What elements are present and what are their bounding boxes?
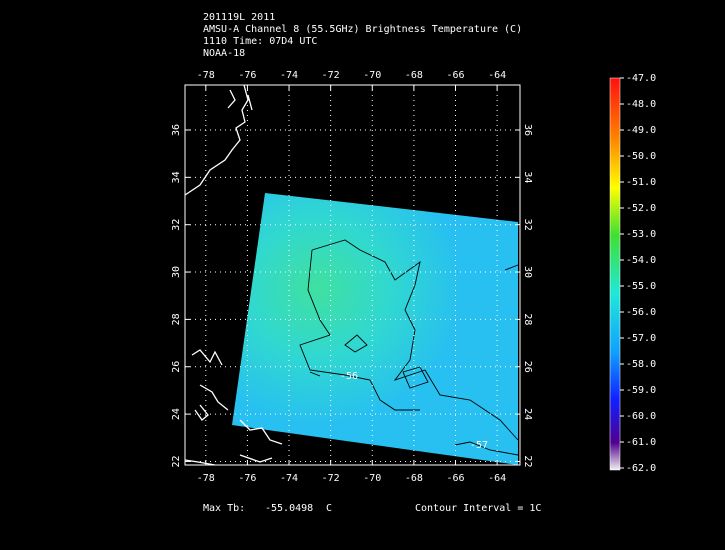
header-line: 1110 Time: 07D4 UTC [203,36,317,47]
lat-label: 30 [171,266,182,278]
lat-label: 22 [171,455,182,467]
lon-label: -78 [197,70,215,81]
lon-label: -72 [322,70,340,81]
lon-label: -66 [446,473,464,484]
lat-label: 24 [171,408,182,420]
header-line: AMSU-A Channel 8 (55.5GHz) Brightness Te… [203,24,522,35]
colorbar-label: -59.0 [626,385,656,396]
lon-label: -70 [363,473,381,484]
max-unit: C [326,503,332,514]
colorbar-label: -58.0 [626,359,656,370]
map-area [185,85,519,465]
lat-label: 36 [171,124,182,136]
colorbar-label: -62.0 [626,463,656,474]
colorbar-label: -49.0 [626,125,656,136]
colorbar-label: -61.0 [626,437,656,448]
contours [299,239,519,456]
footer: Max Tb: -55.0498 C Contour Interval = 1C [203,503,541,514]
lon-label: -72 [322,473,340,484]
colorbar-label: -53.0 [626,229,656,240]
header-line: NOAA-18 [203,48,245,59]
lat-label: 34 [171,171,182,183]
lon-label: -78 [197,473,215,484]
colorbar-label: -60.0 [626,411,656,422]
lat-label: 34 [522,171,533,183]
max-label: Max Tb: [203,503,245,514]
data-swath [232,193,518,465]
colorbar-label: -50.0 [626,151,656,162]
colorbar-label: -48.0 [626,99,656,110]
lon-label: -76 [238,70,256,81]
lon-label: -66 [446,70,464,81]
max-value: -55.0498 [265,503,313,514]
header: 201119L 2011 AMSU-A Channel 8 (55.5GHz) … [203,12,522,59]
lon-label: -74 [280,473,298,484]
colorbar-label: -55.0 [626,281,656,292]
contour-interval: Contour Interval = 1C [415,503,541,514]
contour-label: -57 [470,440,488,451]
map-frame [184,84,521,466]
colorbar-label: -56.0 [626,307,656,318]
lat-label: 32 [522,219,533,231]
colorbar-label: -51.0 [626,177,656,188]
lat-label: 32 [171,219,182,231]
colorbar-label: -54.0 [626,255,656,266]
lon-label: -68 [405,473,423,484]
lat-label: 36 [522,124,533,136]
lon-label: -64 [488,70,506,81]
lat-label: 28 [522,313,533,325]
colorbar-label: -47.0 [626,73,656,84]
colorbar-label: -57.0 [626,333,656,344]
lon-label: -76 [238,473,256,484]
lon-label: -68 [405,70,423,81]
lon-label: -70 [363,70,381,81]
ticks: -78 -78 -76 -76 -74 -74 -72 -72 -70 -70 -68 -68 -66 -… [171,70,656,484]
lon-label: -74 [280,70,298,81]
lat-label: 30 [522,266,533,278]
coastline [185,85,283,465]
lat-label: 22 [522,455,533,467]
lat-label: 26 [171,361,182,373]
header-line: 201119L 2011 [203,12,275,23]
colorbar-label: -52.0 [626,203,656,214]
colorbar [609,77,621,471]
contour-label: -56 [340,371,358,382]
lat-label: 24 [522,408,533,420]
lat-label: 26 [522,361,533,373]
lon-label: -64 [488,473,506,484]
lat-label: 28 [171,313,182,325]
